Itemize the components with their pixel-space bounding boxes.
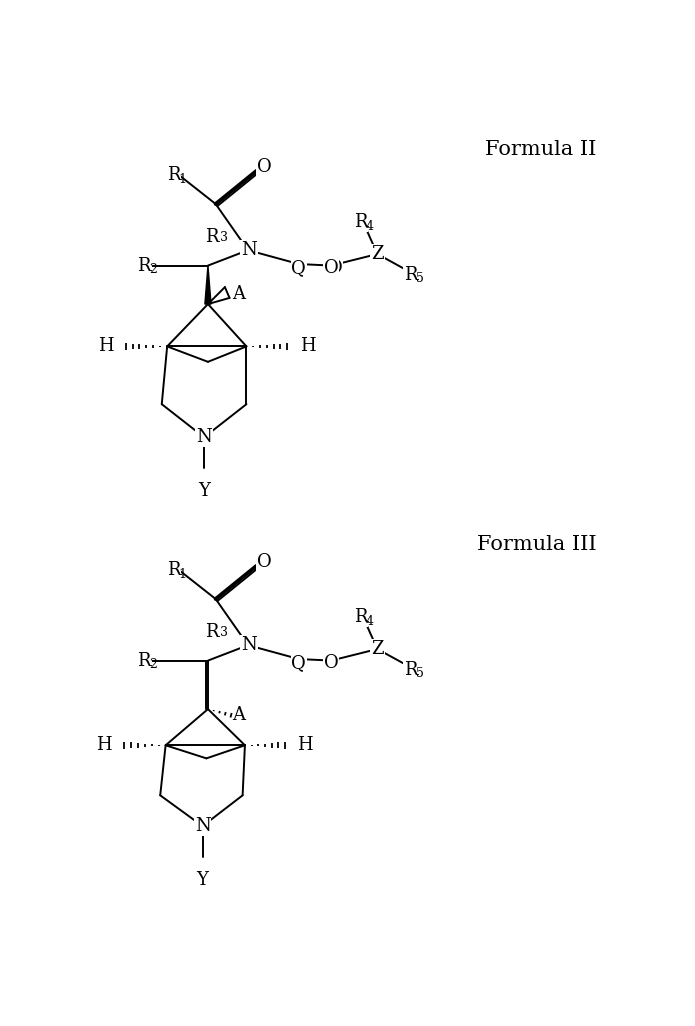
Text: 4: 4 — [366, 615, 374, 628]
Text: 4: 4 — [366, 220, 374, 233]
Text: O: O — [324, 259, 338, 277]
Text: R: R — [205, 623, 218, 641]
Text: R: R — [354, 213, 367, 232]
Text: Z: Z — [371, 245, 384, 263]
Text: Formula III: Formula III — [477, 536, 597, 554]
Text: Y: Y — [197, 871, 208, 889]
Text: 1: 1 — [179, 172, 187, 186]
Text: 2: 2 — [149, 263, 157, 276]
Text: R: R — [404, 661, 417, 679]
Text: H: H — [96, 737, 112, 754]
Text: 3: 3 — [220, 231, 227, 244]
Text: R: R — [138, 652, 151, 670]
Text: O: O — [256, 553, 272, 571]
Text: 3: 3 — [220, 626, 227, 639]
Text: Z: Z — [371, 640, 384, 658]
Text: A: A — [233, 706, 245, 724]
Text: R: R — [138, 256, 151, 275]
Text: O: O — [324, 654, 338, 672]
Text: H: H — [300, 338, 316, 355]
Text: 5: 5 — [416, 272, 424, 285]
Text: Q: Q — [291, 259, 306, 277]
Text: O: O — [327, 259, 343, 277]
Text: R: R — [167, 166, 180, 185]
Text: O: O — [256, 158, 272, 176]
Text: Y: Y — [198, 482, 210, 500]
Text: 5: 5 — [416, 667, 424, 680]
Text: R: R — [404, 266, 417, 284]
Text: N: N — [241, 636, 256, 655]
Text: 1: 1 — [179, 567, 187, 581]
Polygon shape — [205, 266, 211, 304]
Text: R: R — [354, 608, 367, 627]
Text: A: A — [232, 285, 245, 303]
Text: N: N — [195, 817, 211, 835]
Text: Formula II: Formula II — [485, 141, 597, 159]
Text: Q: Q — [291, 654, 306, 672]
Text: N: N — [241, 241, 256, 260]
Text: R: R — [167, 561, 180, 580]
Text: N: N — [196, 428, 212, 446]
Text: 2: 2 — [149, 658, 157, 671]
Text: R: R — [205, 228, 218, 246]
Text: H: H — [297, 737, 313, 754]
Text: H: H — [97, 338, 113, 355]
